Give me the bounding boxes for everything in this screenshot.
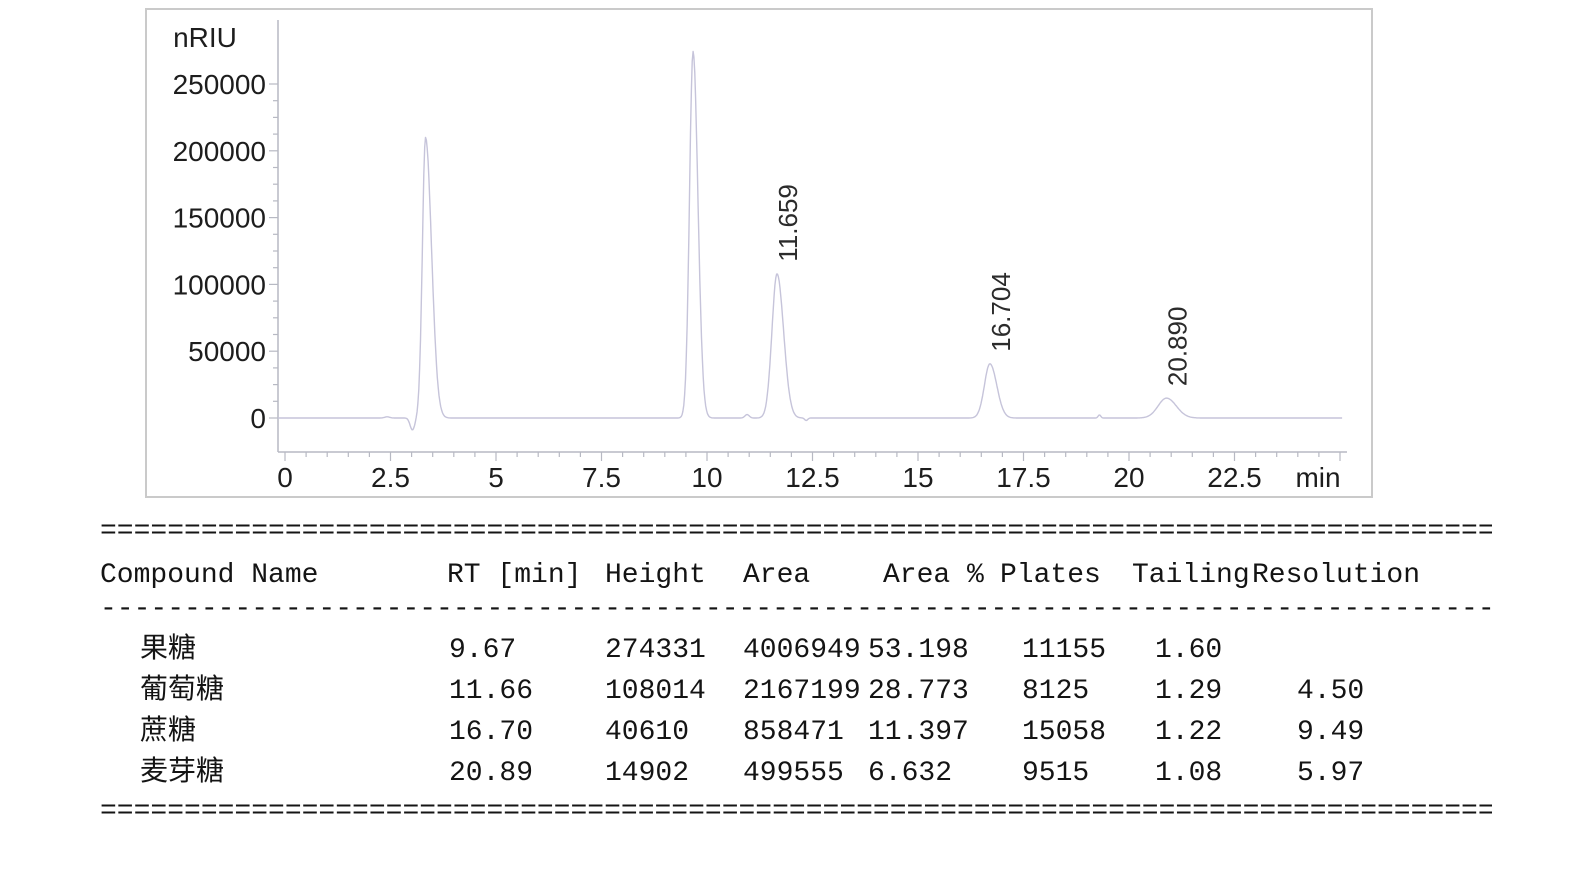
area-pct-value: 11.397: [868, 717, 969, 748]
table-header-separator: ----------------------------------------…: [100, 598, 1492, 622]
y-tick-label: 0: [250, 403, 266, 434]
table-row: 葡萄糖 11.66 108014 2167199 28.773 8125 1.2…: [100, 671, 1492, 712]
plates-value: 9515: [1022, 758, 1090, 789]
area-value: 499555: [743, 758, 844, 789]
x-axis-unit-label: min: [1295, 462, 1340, 493]
table-header-row: Compound Name RT [min] Height Area Area …: [100, 556, 1492, 596]
peak-rt-label: 16.704: [986, 272, 1016, 352]
tailing-value: 1.29: [1155, 676, 1223, 707]
y-tick-label: 150000: [173, 203, 266, 234]
plates-value: 15058: [1022, 717, 1107, 748]
compound-name: 麦芽糖: [140, 758, 225, 789]
compound-name: 葡萄糖: [140, 676, 225, 707]
resolution-value: 5.97: [1297, 758, 1365, 789]
y-tick-label: 100000: [173, 269, 266, 300]
table-bottom-rule: ========================================…: [100, 800, 1492, 824]
col-header-area: Area: [743, 560, 811, 591]
area-value: 858471: [743, 717, 844, 748]
rt-value: 16.70: [449, 717, 534, 748]
table-top-rule: ========================================…: [100, 520, 1492, 544]
area-value: 4006949: [743, 635, 861, 666]
table-row: 果糖 9.67 274331 4006949 53.198 11155 1.60: [100, 630, 1492, 671]
x-tick-label: 7.5: [582, 462, 621, 493]
y-tick-label: 50000: [188, 336, 266, 367]
x-tick-label: 15: [902, 462, 933, 493]
rt-value: 11.66: [449, 676, 534, 707]
x-tick-label: 17.5: [996, 462, 1051, 493]
col-header-resolution: Resolution: [1252, 560, 1421, 591]
chromatogram-panel: 0 50000 100000 150000 200000 250000 0 2.5 5 7.5 10…: [145, 8, 1373, 498]
x-tick-label: 20: [1113, 462, 1144, 493]
col-header-plates: Plates: [1000, 560, 1101, 591]
table-row: 蔗糖 16.70 40610 858471 11.397 15058 1.22 …: [100, 712, 1492, 753]
tailing-value: 1.08: [1155, 758, 1223, 789]
height-value: 108014: [605, 676, 706, 707]
x-tick-label: 2.5: [371, 462, 410, 493]
col-header-tailing: Tailing: [1132, 560, 1250, 591]
area-pct-value: 6.632: [868, 758, 953, 789]
col-header-area-pct: Area %: [883, 560, 984, 591]
compound-name: 果糖: [140, 635, 197, 666]
area-pct-value: 53.198: [868, 635, 969, 666]
chromatogram-plot: 0 50000 100000 150000 200000 250000 0 2.5 5 7.5 10…: [173, 20, 1347, 493]
x-tick-label: 12.5: [785, 462, 840, 493]
plates-value: 11155: [1022, 635, 1107, 666]
height-value: 40610: [605, 717, 690, 748]
peak-rt-label: 20.890: [1163, 307, 1193, 387]
height-value: 274331: [605, 635, 706, 666]
resolution-value: 4.50: [1297, 676, 1365, 707]
y-tick-label: 250000: [173, 69, 266, 100]
area-value: 2167199: [743, 676, 861, 707]
peak-report-table: ========================================…: [100, 520, 1492, 824]
rt-value: 9.67: [449, 635, 517, 666]
tailing-value: 1.22: [1155, 717, 1223, 748]
plates-value: 8125: [1022, 676, 1090, 707]
col-header-rt: RT [min]: [447, 560, 582, 591]
rt-value: 20.89: [449, 758, 534, 789]
compound-name: 蔗糖: [140, 717, 197, 748]
x-axis-ticks: [284, 452, 1341, 461]
height-value: 14902: [605, 758, 690, 789]
table-row: 麦芽糖 20.89 14902 499555 6.632 9515 1.08 5…: [100, 753, 1492, 794]
y-axis-title: nRIU: [173, 22, 237, 53]
col-header-height: Height: [605, 560, 706, 591]
x-tick-label: 0: [277, 462, 293, 493]
tailing-value: 1.60: [1155, 635, 1223, 666]
chromatogram-trace: [277, 50, 1343, 431]
x-tick-label: 10: [691, 462, 722, 493]
x-tick-label: 22.5: [1207, 462, 1262, 493]
peak-rt-label: 11.659: [773, 184, 803, 262]
resolution-value: 9.49: [1297, 717, 1365, 748]
table-body: 果糖 9.67 274331 4006949 53.198 11155 1.60…: [100, 630, 1492, 794]
y-axis-ticks: [269, 83, 278, 419]
col-header-compound-name: Compound Name: [100, 560, 319, 591]
area-pct-value: 28.773: [868, 676, 969, 707]
y-tick-label: 200000: [173, 136, 266, 167]
x-tick-label: 5: [488, 462, 504, 493]
